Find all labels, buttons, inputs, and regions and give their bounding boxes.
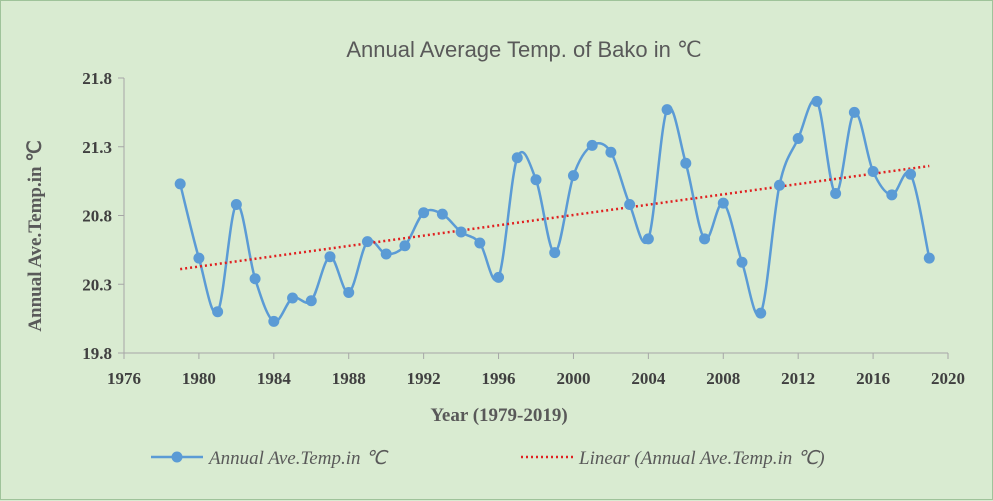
legend-series-label: Annual Ave.Temp.in ℃ (207, 448, 389, 469)
legend-trendline-label: Linear (Annual Ave.Temp.in ℃) (578, 448, 825, 469)
x-tick-label: 1976 (107, 369, 141, 388)
data-point (343, 287, 355, 298)
data-point (474, 237, 486, 249)
data-point (642, 233, 654, 245)
data-point (530, 174, 542, 186)
x-tick-label: 2004 (631, 369, 666, 388)
data-point (624, 199, 636, 210)
data-point (493, 271, 505, 283)
data-point (830, 188, 842, 199)
data-point (923, 252, 935, 264)
data-point (886, 189, 898, 201)
data-point (792, 133, 804, 144)
legend: Annual Ave.Temp.in ℃ Linear (Annual Ave.… (151, 448, 825, 469)
y-tick-label: 21.8 (82, 69, 112, 88)
y-tick-label: 19.8 (82, 344, 112, 363)
data-point (249, 273, 261, 285)
data-point (661, 104, 673, 116)
axes (118, 77, 949, 359)
data-point (680, 157, 692, 169)
x-tick-label: 2000 (556, 369, 590, 388)
data-point (174, 178, 186, 190)
data-point (324, 251, 336, 263)
x-tick-labels: 1976 1980 1984 1988 1992 1996 2000 2004 2008 2012… (107, 369, 965, 388)
data-point (605, 146, 617, 158)
data-point (436, 208, 448, 220)
data-point (380, 248, 392, 260)
data-point (867, 166, 879, 177)
y-tick-label: 21.3 (82, 138, 112, 157)
x-tick-label: 2008 (706, 369, 740, 388)
data-point (230, 199, 242, 210)
data-point (736, 256, 748, 268)
data-point (717, 197, 729, 209)
data-point (193, 252, 205, 264)
data-point (305, 295, 317, 307)
series-line-group (178, 98, 931, 323)
data-point (287, 292, 299, 304)
data-point (549, 247, 561, 259)
data-point (699, 233, 711, 245)
y-axis-title-group: Annual Ave.Temp.in ℃ (25, 140, 46, 331)
trendline (180, 164, 930, 271)
y-axis-title: Annual Ave.Temp.in ℃ (25, 140, 46, 331)
y-tick-labels: 19.8 20.3 20.8 21.3 21.8 (82, 69, 112, 363)
y-tick-label: 20.8 (82, 207, 112, 226)
data-point (399, 240, 411, 252)
x-tick-label: 1984 (257, 369, 292, 388)
trendline-group (180, 164, 930, 271)
x-tick-label: 1980 (182, 369, 216, 388)
x-tick-label: 1992 (407, 369, 441, 388)
data-point (361, 236, 373, 248)
x-tick-label: 2016 (856, 369, 890, 388)
data-point (586, 139, 598, 151)
data-point (511, 152, 523, 164)
data-point (455, 226, 467, 238)
data-point (755, 307, 767, 319)
data-point (268, 315, 280, 327)
x-tick-label: 1996 (482, 369, 516, 388)
x-axis-title: Year (1979-2019) (430, 405, 567, 426)
data-point (905, 168, 917, 180)
y-tick-label: 20.3 (82, 275, 112, 294)
data-points (174, 95, 935, 327)
chart-title: Annual Average Temp. of Bako in ℃ (346, 37, 701, 62)
x-tick-label: 2020 (931, 369, 965, 388)
legend-series-marker (171, 451, 183, 463)
data-point (212, 306, 224, 318)
data-point (418, 207, 430, 219)
data-point (773, 179, 785, 191)
series-line (178, 98, 931, 323)
x-tick-label: 2012 (781, 369, 815, 388)
data-point (567, 170, 579, 182)
x-tick-label: 1988 (332, 369, 366, 388)
data-point (811, 95, 823, 107)
data-point (848, 106, 860, 118)
